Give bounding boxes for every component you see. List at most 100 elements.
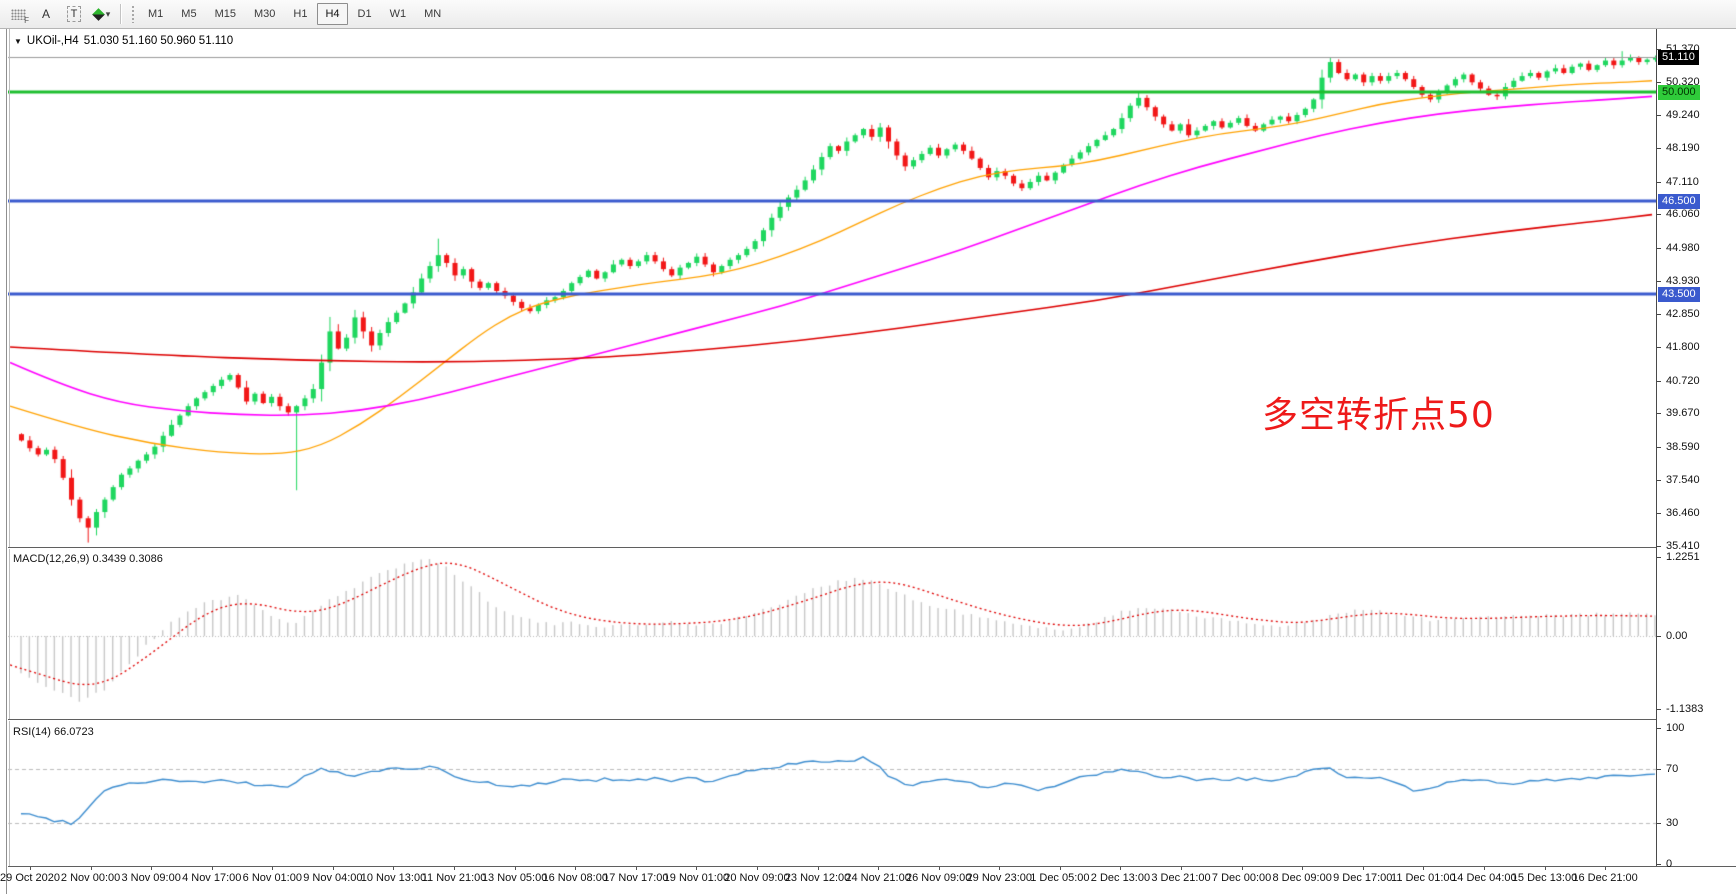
axis-tick	[1657, 823, 1661, 825]
time-label: 1 Dec 05:00	[1030, 872, 1090, 884]
time-label: 10 Nov 13:00	[360, 872, 427, 884]
axis-tick	[1657, 380, 1661, 382]
toolbar: F A T ▾ M1 M5 M15 M30 H1 H4 D1 W1 MN	[0, 0, 1736, 29]
macd-scale-label: 0.00	[1666, 630, 1688, 642]
time-label: 15 Dec 13:00	[1511, 872, 1578, 884]
chart-title: ▼ UKOil-,H4 51.030 51.160 50.960 51.110	[14, 35, 233, 47]
axis-tick	[1657, 314, 1661, 316]
time-label: 29 Oct 2020	[0, 872, 60, 884]
rsi-scale-label: 70	[1666, 762, 1679, 775]
level-46-badge: 46.500	[1658, 193, 1700, 209]
macd-indicator-chart[interactable]	[8, 549, 1656, 719]
line-styles-button[interactable]: ▾	[89, 2, 115, 26]
time-label: 17 Nov 17:00	[603, 872, 669, 884]
window-left-border-inner	[9, 29, 10, 894]
toolbar-separator	[120, 4, 121, 24]
timeframe-d1[interactable]: D1	[357, 8, 372, 20]
time-tick	[30, 867, 31, 870]
price-tick-label: 43.930	[1666, 274, 1700, 287]
time-label: 9 Dec 17:00	[1333, 872, 1393, 884]
time-tick	[151, 867, 153, 870]
time-tick	[90, 867, 92, 870]
time-label: 13 Nov 05:00	[481, 872, 548, 884]
time-axis-separator	[8, 866, 1736, 867]
time-label: 16 Nov 08:00	[542, 872, 608, 884]
axis-tick	[1657, 636, 1661, 637]
level-43-badge: 43.500	[1658, 287, 1700, 303]
time-label: 8 Dec 09:00	[1272, 872, 1332, 884]
macd-label: MACD(12,26,9) 0.3439 0.3086	[13, 553, 163, 565]
price-tick-label: 37.540	[1666, 473, 1700, 486]
time-label: 3 Dec 21:00	[1151, 872, 1211, 884]
panel-separator-2[interactable]	[8, 719, 1736, 720]
time-tick	[878, 867, 880, 870]
rsi-label: RSI(14) 66.0723	[13, 726, 94, 738]
axis-tick	[1657, 545, 1661, 547]
time-tick	[575, 867, 577, 870]
text-annotation-button[interactable]: A	[41, 7, 50, 21]
window-left-border	[6, 29, 7, 894]
time-tick	[393, 867, 395, 870]
line-styles-icon	[91, 7, 105, 21]
timeframe-m15[interactable]: M15	[214, 8, 236, 20]
time-label: 23 Nov 12:00	[784, 872, 851, 884]
price-axis[interactable]: 51.370 50.320 49.240 48.190 47.110 46.060 44.9…	[1656, 29, 1736, 870]
time-label: 26 Nov 09:00	[905, 872, 972, 884]
time-label: 3 Nov 09:00	[121, 872, 181, 884]
symbol-timeframe-label: UKOil-,H4	[26, 35, 79, 47]
axis-tick	[1657, 728, 1661, 729]
price-tick-label: 47.110	[1666, 175, 1699, 188]
macd-scale-label: -1.1383	[1666, 703, 1704, 716]
main-price-chart[interactable]	[8, 30, 1656, 547]
rsi-scale-label: 100	[1666, 722, 1685, 734]
timeframe-m30[interactable]: M30	[253, 8, 276, 20]
price-tick-label: 39.670	[1666, 407, 1700, 420]
price-tick-label: 41.800	[1666, 341, 1700, 353]
time-label: 24 Nov 21:00	[845, 872, 911, 884]
text-label-icon: T	[66, 6, 82, 22]
axis-tick	[1657, 214, 1661, 216]
grid-properties-icon[interactable]: F	[5, 2, 31, 26]
time-axis[interactable]: 29 Oct 2020 2 Nov 00:00 3 Nov 09:00 4 Nov 1…	[0, 867, 1736, 894]
chevron-down-icon: ▾	[105, 8, 111, 19]
time-tick	[1544, 867, 1546, 870]
axis-tick	[1657, 81, 1661, 83]
toolbar-grip[interactable]	[131, 5, 135, 23]
price-tick-label: 48.190	[1666, 142, 1700, 155]
time-tick	[1483, 867, 1485, 870]
price-tick-label: 36.460	[1666, 507, 1700, 520]
time-label: 4 Nov 17:00	[182, 872, 242, 884]
timeframe-h4[interactable]: H4	[317, 3, 348, 25]
dotted-grid-icon	[10, 8, 26, 20]
current-price-badge: 51.110	[1658, 50, 1699, 66]
panel-separator-1[interactable]	[8, 547, 1736, 548]
timeframe-m5[interactable]: M5	[181, 8, 197, 20]
time-label: 2 Nov 00:00	[60, 872, 121, 884]
panel-separator-2b	[8, 720, 1736, 721]
time-tick	[211, 867, 213, 870]
time-tick	[756, 867, 758, 870]
timeframe-w1[interactable]: W1	[389, 8, 407, 20]
time-label: 6 Nov 01:00	[242, 872, 302, 884]
time-label: 9 Nov 04:00	[303, 872, 363, 884]
timeframe-m1[interactable]: M1	[148, 8, 164, 20]
rsi-indicator-chart[interactable]	[8, 722, 1656, 866]
time-tick	[1241, 867, 1243, 870]
timeframe-h1[interactable]: H1	[293, 8, 308, 20]
axis-tick	[1657, 280, 1661, 282]
time-label: 11 Dec 01:00	[1391, 872, 1456, 884]
time-tick	[1605, 867, 1607, 870]
time-label: 19 Nov 01:00	[663, 872, 730, 884]
time-tick	[999, 867, 1001, 870]
time-label: 7 Dec 00:00	[1211, 872, 1272, 884]
time-tick	[635, 867, 637, 870]
symbol-dropdown-icon[interactable]: ▼	[14, 36, 22, 46]
text-label-button[interactable]: T	[61, 2, 87, 26]
timeframe-mn[interactable]: MN	[424, 8, 442, 20]
axis-tick	[1657, 49, 1661, 50]
price-tick-label: 40.720	[1666, 374, 1700, 387]
axis-tick	[1657, 446, 1661, 448]
axis-tick	[1657, 148, 1661, 150]
time-tick	[938, 867, 940, 870]
axis-tick	[1657, 479, 1661, 481]
